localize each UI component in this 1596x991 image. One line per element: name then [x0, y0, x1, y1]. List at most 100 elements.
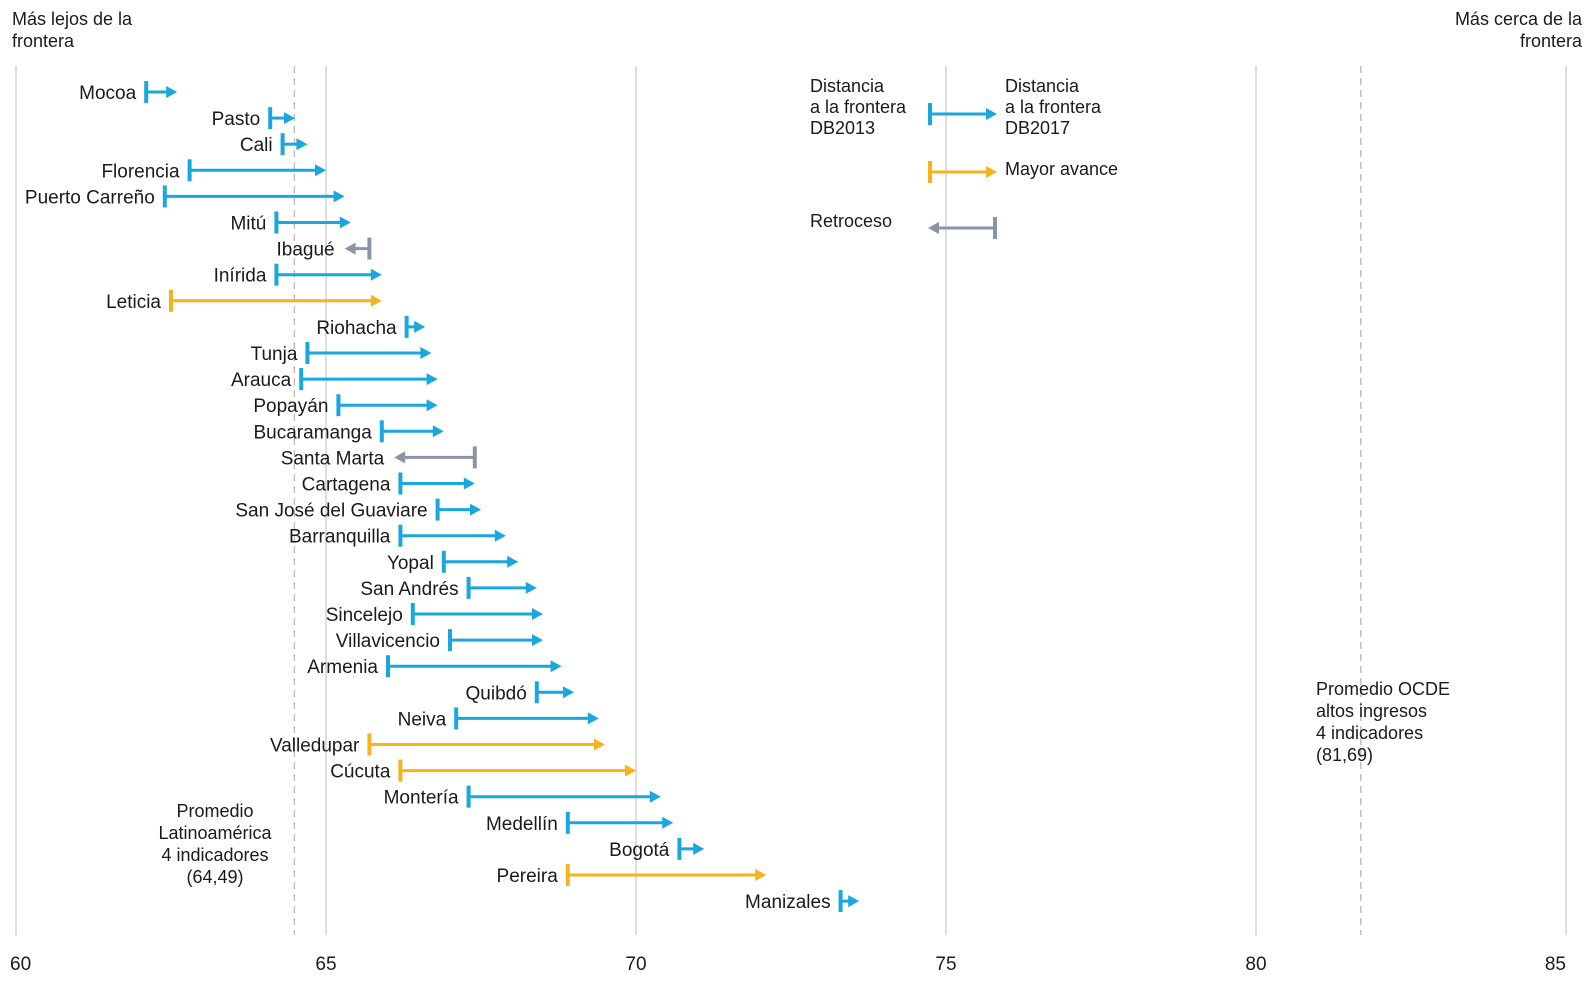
- db2017-arrowhead: [755, 869, 767, 881]
- db2017-arrowhead: [532, 608, 543, 620]
- db2017-arrowhead: [344, 242, 356, 255]
- city-arrow: [454, 707, 599, 730]
- city-arrow: [435, 498, 481, 521]
- city-arrow: [268, 107, 295, 130]
- city-label: Pasto: [212, 109, 261, 130]
- city-label: Tunja: [251, 344, 298, 365]
- city-arrow: [398, 759, 636, 782]
- city-label: Medellín: [486, 814, 558, 835]
- city-arrow: [404, 315, 426, 338]
- city-arrow: [448, 629, 543, 652]
- city-label: Barranquilla: [289, 527, 391, 548]
- db2017-arrowhead: [426, 399, 438, 412]
- city-arrow: [398, 472, 475, 495]
- city-label: Arauca: [231, 370, 292, 391]
- db2017-arrowhead: [414, 320, 426, 333]
- legend-retroceso-label: Retroceso: [810, 211, 893, 231]
- city-arrow: [162, 185, 345, 208]
- legend-db2017-label: Distancia a la frontera DB2017: [1005, 76, 1102, 138]
- x-tick-label: 60: [10, 954, 31, 975]
- db2017-arrowhead: [563, 686, 574, 699]
- legend-mayor-avance-symbol: [928, 161, 997, 183]
- legend-mayor-avance-label: Mayor avance: [1005, 159, 1119, 179]
- x-tick-label: 85: [1545, 954, 1566, 975]
- city-label: Santa Marta: [281, 448, 385, 469]
- db2017-arrowhead: [532, 634, 543, 647]
- db2017-arrowhead: [507, 555, 519, 568]
- city-arrow: [466, 785, 661, 808]
- db2017-arrowhead: [525, 581, 537, 594]
- db2017-arrowhead: [284, 112, 295, 125]
- db2017-arrowhead: [494, 529, 506, 542]
- city-label: Inírida: [214, 266, 267, 287]
- city-label: Cartagena: [302, 475, 391, 496]
- city-arrow: [144, 81, 178, 103]
- city-arrow: [367, 733, 605, 756]
- city-label: Bogotá: [609, 840, 670, 861]
- db2017-arrowhead: [625, 764, 636, 777]
- city-arrow: [398, 524, 506, 547]
- city-arrow: [379, 420, 444, 443]
- city-label: Mocoa: [79, 83, 136, 104]
- city-label: San José del Guaviare: [235, 501, 427, 522]
- city-arrow: [386, 655, 562, 678]
- legend-symbols: [928, 103, 997, 239]
- city-arrow: [466, 576, 537, 599]
- city-label: Yopal: [387, 553, 434, 574]
- ocde-average-note: Promedio OCDE altos ingresos 4 indicador…: [1316, 679, 1451, 765]
- city-arrow: [274, 211, 351, 234]
- db2017-arrowhead: [693, 842, 705, 855]
- city-arrow: [565, 811, 674, 834]
- city-label: Cali: [240, 135, 273, 156]
- legend-retroceso-symbol: [928, 217, 997, 239]
- city-label: Ibagué: [276, 240, 334, 261]
- city-arrow: [534, 681, 574, 704]
- db2017-arrowhead: [370, 294, 382, 307]
- city-label: Quibdó: [466, 683, 527, 704]
- city-arrow: [838, 890, 860, 913]
- db2017-arrowhead: [662, 816, 674, 829]
- city-arrow: [394, 446, 477, 469]
- city-label: Valledupar: [270, 736, 360, 757]
- db2017-arrowhead: [986, 108, 997, 120]
- latam-average-note: Promedio Latinoamérica 4 indicadores (64…: [158, 801, 272, 887]
- city-arrow: [299, 368, 438, 391]
- city-arrow: [344, 237, 372, 260]
- city-arrow: [280, 133, 308, 156]
- db2017-arrowhead: [550, 660, 562, 673]
- city-label: Riohacha: [316, 318, 397, 339]
- db2017-arrowhead: [649, 790, 661, 803]
- city-label: Neiva: [398, 709, 447, 730]
- db2017-arrowhead: [339, 216, 351, 229]
- x-tick-label: 65: [315, 954, 336, 975]
- x-tick-label: 80: [1245, 954, 1266, 975]
- city-label: Bucaramanga: [254, 422, 373, 443]
- city-arrow: [677, 837, 705, 860]
- legend-avance-symbol: [928, 103, 997, 125]
- db2017-arrowhead: [594, 738, 605, 751]
- db2017-arrowhead: [394, 451, 406, 464]
- db2017-arrowhead: [420, 347, 432, 359]
- city-arrow: [410, 603, 543, 625]
- db2017-arrowhead: [166, 86, 178, 98]
- db2017-arrowhead: [296, 138, 308, 151]
- city-label: Sincelejo: [326, 605, 403, 626]
- city-arrows: Mocoa Pasto Cali Florencia Puerto Carreño Mit…: [25, 81, 860, 913]
- city-arrow: [565, 864, 767, 886]
- city-label: Pereira: [497, 866, 559, 887]
- gridlines: [15, 66, 1567, 935]
- city-label: Puerto Carreño: [25, 187, 155, 208]
- x-axis: 60 65 70 75 80 85: [10, 954, 1566, 975]
- city-label: Villavicencio: [336, 631, 440, 652]
- db2017-arrowhead: [587, 712, 599, 725]
- city-label: Florencia: [101, 161, 180, 182]
- db2017-arrowhead: [848, 895, 860, 908]
- db2017-arrowhead: [470, 503, 481, 516]
- db2017-arrowhead: [370, 268, 382, 281]
- city-label: Leticia: [106, 292, 161, 313]
- db2017-arrowhead: [928, 222, 939, 234]
- x-tick-label: 75: [935, 954, 956, 975]
- db2017-arrowhead: [432, 425, 444, 438]
- city-arrow: [305, 342, 432, 364]
